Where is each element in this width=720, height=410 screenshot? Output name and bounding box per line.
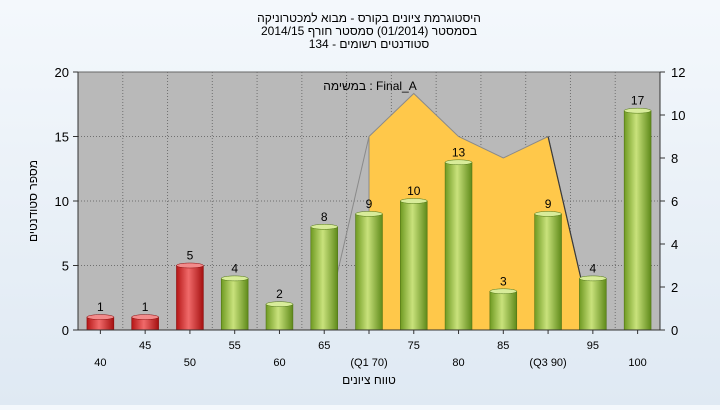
y-tick-label: 5 [62, 259, 69, 274]
y-tick-label: 10 [55, 194, 69, 209]
y-tick-label: 15 [55, 130, 69, 145]
bar-cap [86, 314, 115, 320]
bar [220, 278, 249, 331]
x-tick-label: 60 [273, 357, 285, 369]
x-tick-label: 65 [318, 340, 330, 352]
x-tick-label: 50 [184, 357, 196, 369]
x-tick-label: 95 [587, 340, 599, 352]
y-axis-label: מספר סטודנטים [26, 160, 40, 242]
bar-cap [400, 198, 428, 204]
bar-cap [534, 211, 562, 217]
bar-value-label: 8 [321, 210, 328, 224]
bar [310, 226, 338, 331]
x-tick-label: 85 [497, 340, 509, 352]
bar [265, 303, 294, 331]
bar-value-label: 10 [407, 184, 421, 198]
bar [400, 200, 428, 331]
y2-tick-label: 4 [671, 237, 678, 252]
overlay-legend-label: במשימה : Final_A [323, 79, 417, 93]
x-tick-label: 40 [94, 357, 106, 369]
y2-tick-label: 2 [671, 280, 678, 295]
bar [176, 265, 204, 331]
bar-value-label: 4 [590, 261, 597, 275]
y2-tick-label: 10 [671, 108, 685, 123]
bar-cap [131, 314, 159, 320]
chart-title-line: סטודנטים רשומים - 134 [309, 37, 430, 51]
bar-value-label: 1 [142, 300, 149, 314]
bar-value-label: 9 [545, 197, 552, 211]
bar-cap [176, 262, 204, 269]
chart-title-line: בסמסטר (01/2014) סמסטר חורף 2014/15 [261, 24, 477, 38]
bar [355, 213, 383, 331]
y-tick-label: 0 [62, 323, 69, 338]
bar-cap [310, 224, 338, 230]
bar-value-label: 17 [631, 94, 645, 108]
bar-cap [623, 107, 652, 114]
bar [489, 290, 518, 331]
x-tick-label: 45 [139, 340, 151, 352]
y2-tick-label: 6 [671, 194, 678, 209]
bar-value-label: 3 [500, 274, 507, 288]
y2-tick-label: 8 [671, 151, 678, 166]
x-tick-label: (Q3 90) [529, 357, 566, 369]
bar [534, 213, 562, 331]
bar-value-label: 1 [97, 300, 104, 314]
bar-value-label: 2 [276, 287, 283, 301]
x-tick-label: 100 [628, 357, 646, 369]
x-tick-label: 80 [452, 357, 464, 369]
bar-cap [489, 288, 517, 295]
x-tick-label: (Q1 70) [350, 357, 387, 369]
bar-cap [444, 159, 473, 166]
bar-value-label: 13 [452, 145, 466, 159]
bar-value-label: 9 [366, 197, 373, 211]
bar-value-label: 4 [231, 261, 238, 275]
bar-cap [265, 301, 294, 307]
y-tick-label: 20 [55, 65, 69, 80]
x-axis-label: טווח ציונים [342, 373, 396, 387]
bar [444, 162, 473, 331]
bar-cap [355, 211, 383, 217]
chart-title-line: היסטוגרמת ציונים בקורס - מבוא למכטרוניקה [257, 11, 481, 25]
bar [579, 278, 607, 331]
x-tick-label: 75 [408, 340, 420, 352]
bar-cap [579, 275, 607, 282]
bar-value-label: 5 [187, 249, 194, 263]
bar-cap [221, 275, 249, 282]
x-tick-label: 55 [229, 340, 241, 352]
y2-tick-label: 12 [671, 65, 685, 80]
y2-tick-label: 0 [671, 323, 678, 338]
bar [623, 110, 652, 331]
